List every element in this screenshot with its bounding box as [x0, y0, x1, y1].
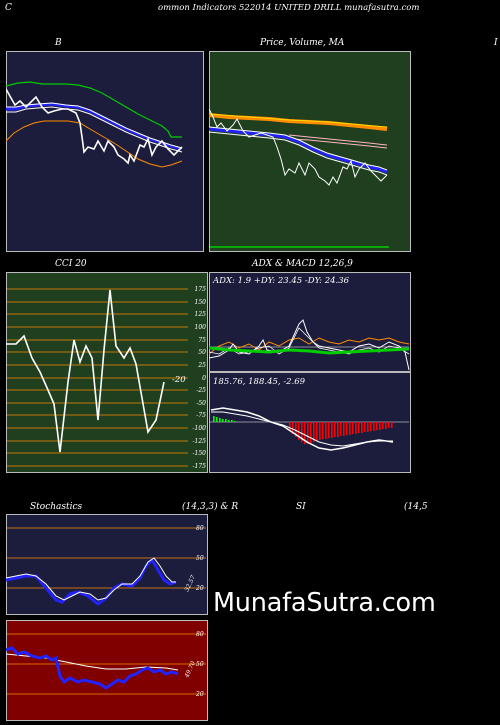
- svg-text:185.76, 188.45, -2.69: 185.76, 188.45, -2.69: [213, 377, 306, 387]
- adx-macd-label: ADX & MACD 12,26,9: [252, 259, 353, 269]
- cci-chart: 175 150 125 100 75 50 25 0 -25 -50 -75 -100 -125…: [6, 272, 208, 473]
- svg-text:80: 80: [196, 631, 204, 638]
- rsi-params: (14,5: [404, 502, 428, 512]
- svg-text:50: 50: [196, 555, 204, 562]
- svg-text:50: 50: [196, 661, 204, 668]
- cci-label: CCI 20: [55, 259, 87, 269]
- svg-text:125: 125: [195, 311, 207, 318]
- svg-text:175: 175: [195, 286, 207, 293]
- svg-text:100: 100: [195, 324, 207, 331]
- svg-text:-125: -125: [193, 438, 207, 445]
- stochastics-params: (14,3,3) & R: [182, 502, 239, 512]
- svg-text:-50: -50: [196, 400, 206, 407]
- svg-text:-175: -175: [193, 463, 207, 470]
- svg-text:20: 20: [195, 691, 204, 698]
- svg-text:20: 20: [195, 585, 204, 592]
- svg-text:-75: -75: [196, 412, 206, 419]
- svg-text:-20: -20: [172, 375, 186, 385]
- svg-text:-150: -150: [193, 450, 207, 457]
- svg-text:25: 25: [197, 362, 206, 369]
- svg-text:ADX: 1.9 +DY: 23.45 -DY: 24.: ADX: 1.9 +DY: 23.45 -DY: 24.36: [212, 276, 350, 286]
- svg-text:50: 50: [198, 349, 206, 356]
- rsi-chart: 80 50 20 49.70: [6, 620, 208, 721]
- brand-watermark: MunafaSutra.com: [213, 588, 436, 618]
- price-edge-letter: I: [494, 38, 498, 48]
- stochastics-chart: 80 50 20 32.57: [6, 514, 208, 615]
- stochastics-label: Stochastics: [30, 502, 83, 512]
- price-chart: [209, 51, 411, 252]
- macd-chart: 185.76, 188.45, -2.69: [209, 372, 411, 473]
- svg-text:-25: -25: [196, 387, 206, 394]
- price-label: Price, Volume, MA: [260, 38, 345, 48]
- svg-text:-100: -100: [193, 425, 207, 432]
- header-left-letter: C: [5, 3, 12, 13]
- svg-text:80: 80: [196, 525, 204, 532]
- adx-chart: ADX: 1.9 +DY: 23.45 -DY: 24.36: [209, 272, 411, 372]
- bollinger-chart: [6, 51, 204, 252]
- page-title: ommon Indicators 522014 UNITED DRILL mun…: [158, 3, 420, 13]
- svg-text:75: 75: [198, 337, 206, 344]
- svg-text:150: 150: [195, 299, 207, 306]
- bollinger-label: B: [55, 38, 62, 48]
- rsi-label: SI: [296, 502, 306, 512]
- svg-text:0: 0: [202, 375, 206, 382]
